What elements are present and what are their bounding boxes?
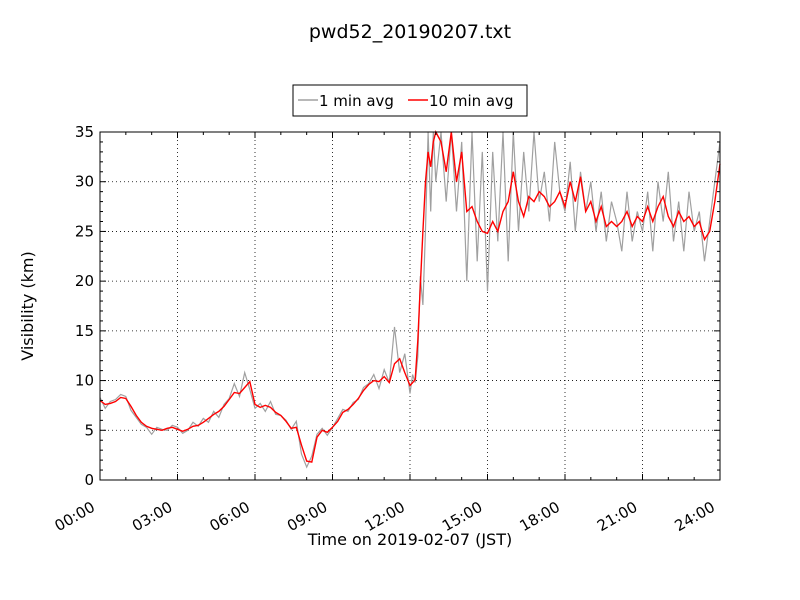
y-tick-label: 15: [75, 322, 94, 340]
y-tick-label: 0: [84, 471, 94, 489]
axis-ticks: [99, 131, 721, 481]
y-tick-label: 10: [75, 372, 94, 390]
y-tick-label: 20: [75, 272, 94, 290]
x-axis-label: Time on 2019-02-07 (JST): [307, 530, 512, 549]
y-tick-label: 25: [75, 222, 94, 240]
legend-label-10-min-avg: 10 min avg: [429, 92, 514, 110]
series-layer: [99, 130, 721, 469]
series-line-10-min-avg: [99, 130, 721, 463]
y-tick-label: 35: [75, 123, 94, 141]
grid: [100, 132, 720, 480]
legend-label-1-min-avg: 1 min avg: [319, 92, 394, 110]
y-tick-label: 5: [84, 421, 94, 439]
y-tick-label: 30: [75, 173, 94, 191]
y-tick-labels: 0 5 10 15 20 25 30 35: [75, 123, 94, 489]
y-axis-label: Visibility (km): [18, 251, 37, 360]
legend: 1 min avg 10 min avg: [292, 84, 528, 117]
chart-title: pwd52_20190207.txt: [309, 21, 511, 43]
